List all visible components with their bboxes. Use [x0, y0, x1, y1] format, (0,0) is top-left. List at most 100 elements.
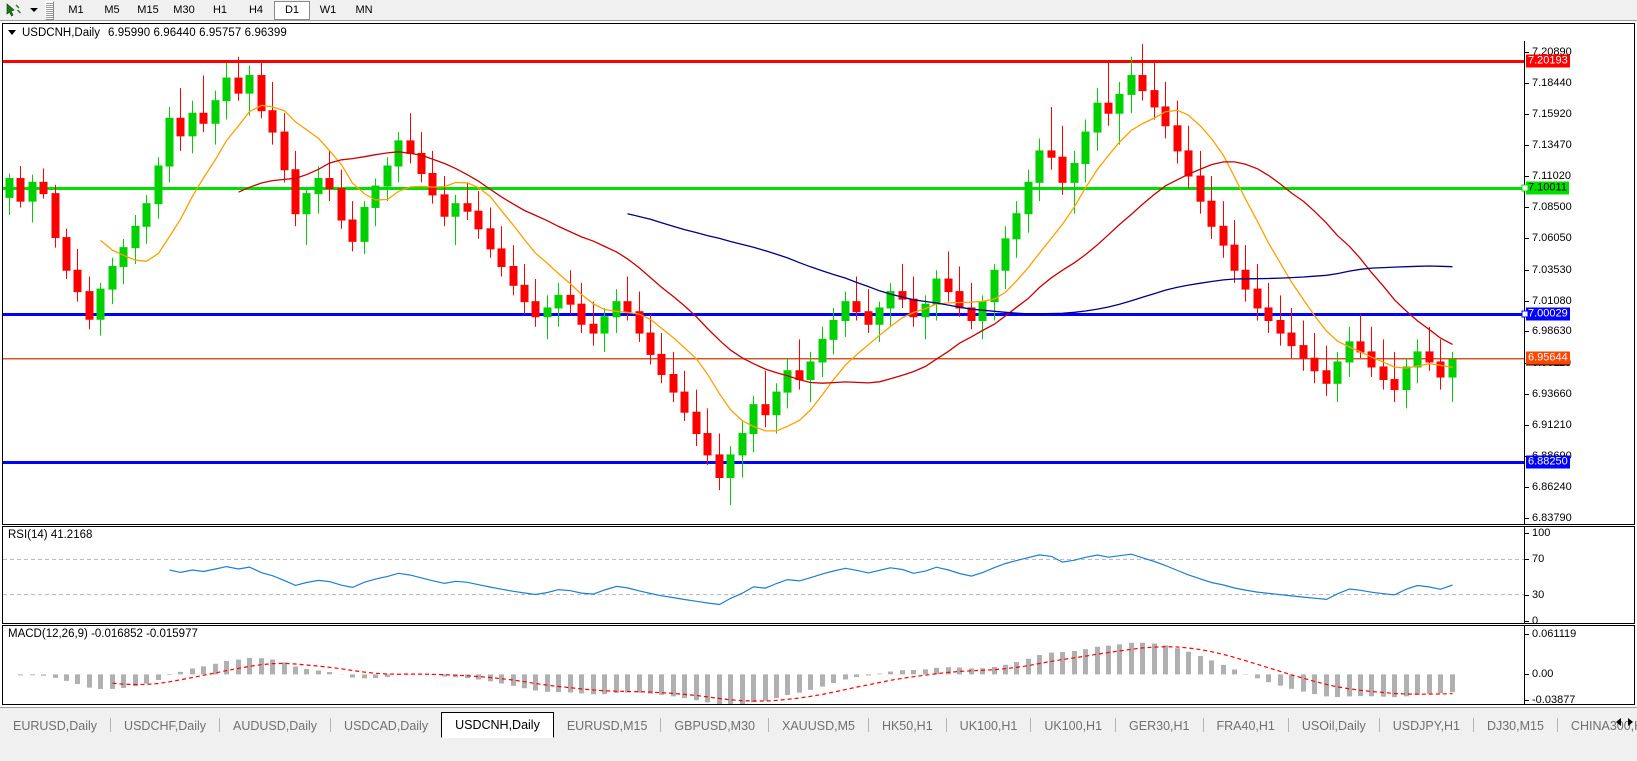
price-tick [1525, 270, 1529, 271]
rsi-tick-label: 70 [1532, 553, 1544, 565]
chart-tab-hk50-h1[interactable]: HK50,H1 [869, 714, 946, 738]
chart-tab-uk100-h1[interactable]: UK100,H1 [1031, 714, 1115, 738]
price-tick [1525, 114, 1529, 115]
macd-tick-label: 0.00 [1532, 668, 1553, 680]
macd-histogram-chart [3, 626, 1526, 704]
timeframe-button-m5[interactable]: M5 [94, 1, 130, 20]
chevron-down-icon [30, 8, 38, 12]
price-tick-label: 7.11020 [1532, 170, 1571, 182]
tab-nav-arrows[interactable] [1616, 718, 1633, 726]
chart-tab-strip: EURUSD,DailyUSDCHF,DailyAUDUSD,DailyUSDC… [0, 712, 1637, 738]
level-drag-handle[interactable] [1522, 185, 1529, 192]
price-tick [1525, 301, 1529, 302]
price-marker-order-line[interactable]: 6.95644 [1526, 351, 1570, 364]
chart-tab-gbpusd-m30[interactable]: GBPUSD,M30 [661, 714, 768, 738]
chart-tab-eurusd-m15[interactable]: EURUSD,M15 [554, 714, 661, 738]
price-tick [1525, 331, 1529, 332]
price-tick-label: 7.18440 [1532, 77, 1572, 89]
timeframe-button-m15[interactable]: M15 [130, 1, 166, 20]
price-tick [1525, 52, 1529, 53]
timeframe-button-h4[interactable]: H4 [238, 1, 274, 20]
price-tick-label: 7.01080 [1532, 295, 1572, 307]
price-tick [1525, 238, 1529, 239]
price-tick-label: 7.15920 [1532, 108, 1572, 120]
chart-tab-uk100-h1[interactable]: UK100,H1 [947, 714, 1031, 738]
macd-axis[interactable]: 0.061119 0.00 -0.03877 [1524, 626, 1634, 704]
price-marker-support-line-2[interactable]: 6.88250 [1526, 455, 1570, 468]
chart-tab-bar: EURUSD,DailyUSDCHF,DailyAUDUSD,DailyUSDC… [0, 707, 1637, 761]
level-drag-handle[interactable] [1522, 310, 1529, 317]
scroll-right-icon[interactable] [1628, 718, 1633, 726]
scroll-left-icon[interactable] [1616, 718, 1621, 726]
chart-titlebar: USDCNH,Daily 6.95990 6.96440 6.95757 6.9… [2, 23, 1635, 41]
rsi-line-chart [3, 527, 1526, 623]
cursor-crosshair-icon[interactable] [0, 1, 26, 20]
caret-down-icon[interactable] [8, 30, 16, 35]
timeframe-button-d1[interactable]: D1 [274, 1, 310, 20]
rsi-tick [1525, 621, 1529, 622]
macd-pane[interactable]: MACD(12,26,9) -0.016852 -0.015977 0.0611… [2, 625, 1635, 705]
chart-tab-dj30-m15[interactable]: DJ30,M15 [1474, 714, 1557, 738]
price-tick [1525, 394, 1529, 395]
top-toolbar: M1M5M15M30H1H4D1W1MN [0, 0, 1637, 21]
price-axis[interactable]: 7.208907.184407.159207.134707.110207.085… [1524, 41, 1634, 524]
macd-tick-label: -0.03877 [1532, 694, 1575, 705]
price-tick [1525, 518, 1529, 519]
price-tick [1525, 145, 1529, 146]
chart-tab-usdcnh-daily[interactable]: USDCNH,Daily [441, 712, 554, 738]
chart-symbol-label: USDCNH,Daily [22, 27, 100, 39]
price-tick-label: 6.83790 [1532, 512, 1572, 524]
timeframe-button-w1[interactable]: W1 [310, 1, 346, 20]
macd-plot-area[interactable] [3, 626, 1634, 704]
rsi-axis[interactable]: 100 70 30 0 [1524, 527, 1634, 623]
price-marker-resistance-line[interactable]: 7.20193 [1526, 54, 1570, 67]
macd-indicator-label: MACD(12,26,9) -0.016852 -0.015977 [8, 628, 198, 640]
timeframe-button-group: M1M5M15M30H1H4D1W1MN [58, 1, 382, 20]
rsi-indicator-label: RSI(14) 41.2168 [8, 529, 92, 541]
price-tick [1525, 207, 1529, 208]
price-tick-label: 6.91210 [1532, 419, 1572, 431]
price-tick-label: 6.86240 [1532, 481, 1572, 493]
price-marker-pivot-line[interactable]: 7.00029 [1526, 307, 1570, 320]
macd-tick [1525, 700, 1529, 701]
cursor-dropdown-arrow[interactable] [26, 1, 42, 20]
price-tick-label: 7.03530 [1532, 264, 1572, 276]
rsi-tick-label: 0 [1532, 615, 1538, 624]
rsi-tick-label: 30 [1532, 589, 1544, 601]
chart-tab-usdcad-daily[interactable]: USDCAD,Daily [331, 714, 441, 738]
timeframe-button-h1[interactable]: H1 [202, 1, 238, 20]
chart-tab-usoil-daily[interactable]: USOil,Daily [1289, 714, 1379, 738]
price-tick [1525, 425, 1529, 426]
chart-window: USDCNH,Daily 6.95990 6.96440 6.95757 6.9… [0, 21, 1637, 707]
chart-tab-usdjpy-h1[interactable]: USDJPY,H1 [1380, 714, 1473, 738]
rsi-pane[interactable]: RSI(14) 41.2168 100 70 30 0 [2, 526, 1635, 624]
price-tick-label: 7.08500 [1532, 201, 1572, 213]
chart-tab-eurusd-daily[interactable]: EURUSD,Daily [0, 714, 110, 738]
price-tick-label: 6.93660 [1532, 388, 1572, 400]
chart-tab-xauusd-m5[interactable]: XAUUSD,M5 [769, 714, 868, 738]
price-tick-label: 6.98630 [1532, 325, 1572, 337]
timeframe-button-m1[interactable]: M1 [58, 1, 94, 20]
price-marker-support-line[interactable]: 7.10011 [1526, 182, 1569, 195]
chart-ohlc-values: 6.95990 6.96440 6.95757 6.96399 [108, 27, 287, 39]
price-tick [1525, 83, 1529, 84]
price-tick-label: 7.06050 [1532, 232, 1572, 244]
price-plot-area[interactable] [3, 41, 1634, 524]
macd-tick [1525, 674, 1529, 675]
chart-tab-usdchf-daily[interactable]: USDCHF,Daily [111, 714, 219, 738]
rsi-tick [1525, 559, 1529, 560]
rsi-tick-label: 100 [1532, 527, 1550, 539]
rsi-tick [1525, 595, 1529, 596]
chart-tab-ger30-h1[interactable]: GER30,H1 [1116, 714, 1202, 738]
chart-tab-audusd-daily[interactable]: AUDUSD,Daily [220, 714, 330, 738]
candlestick-chart [3, 41, 1526, 524]
price-pane[interactable]: 7.208907.184407.159207.134707.110207.085… [2, 40, 1635, 525]
price-tick-label: 7.13470 [1532, 139, 1572, 151]
chart-tab-fra40-h1[interactable]: FRA40,H1 [1204, 714, 1288, 738]
timeframe-button-mn[interactable]: MN [346, 1, 382, 20]
timeframe-button-m30[interactable]: M30 [166, 1, 202, 20]
rsi-plot-area[interactable] [3, 527, 1634, 623]
macd-tick-label: 0.061119 [1532, 628, 1576, 640]
toolbar-grip-handle[interactable] [45, 1, 54, 20]
price-tick [1525, 487, 1529, 488]
